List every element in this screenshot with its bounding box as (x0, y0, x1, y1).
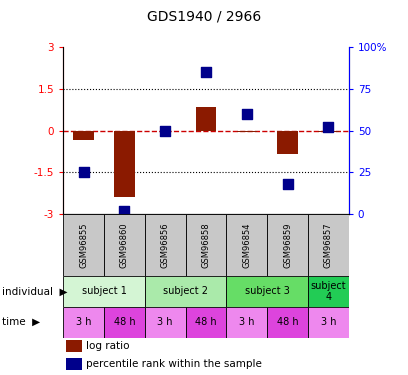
Bar (145, 276, 226, 307)
Bar (277, 130, 298, 154)
Point (284, 181, 291, 187)
Text: GSM96858: GSM96858 (202, 222, 211, 268)
Bar (308, 307, 349, 338)
Bar (308, 214, 349, 276)
Text: 48 h: 48 h (113, 317, 135, 327)
Bar (318, 130, 339, 132)
Text: individual  ▶: individual ▶ (2, 286, 68, 296)
Point (325, 124, 332, 130)
Text: 3 h: 3 h (76, 317, 91, 327)
Text: subject 2: subject 2 (163, 286, 208, 296)
Bar (73, 130, 94, 140)
Point (162, 128, 169, 134)
Text: 48 h: 48 h (277, 317, 299, 327)
Point (244, 111, 250, 117)
Bar (104, 307, 145, 338)
Bar (186, 214, 226, 276)
Point (121, 208, 128, 214)
Bar (114, 130, 135, 197)
Bar (186, 307, 226, 338)
Bar (66, 340, 82, 352)
Bar (63, 214, 104, 276)
Bar (226, 276, 308, 307)
Bar (66, 358, 82, 370)
Point (203, 69, 209, 75)
Bar (145, 214, 186, 276)
Bar (196, 107, 216, 130)
Text: GDS1940 / 2966: GDS1940 / 2966 (147, 9, 261, 23)
Text: subject 3: subject 3 (245, 286, 290, 296)
Text: log ratio: log ratio (86, 341, 130, 351)
Text: GSM96860: GSM96860 (120, 222, 129, 268)
Bar (308, 276, 349, 307)
Text: GSM96857: GSM96857 (324, 222, 333, 268)
Bar (63, 307, 104, 338)
Bar (267, 214, 308, 276)
Bar (226, 214, 267, 276)
Text: 48 h: 48 h (195, 317, 217, 327)
Text: GSM96856: GSM96856 (161, 222, 170, 268)
Point (80, 170, 87, 176)
Bar (267, 307, 308, 338)
Text: 3 h: 3 h (321, 317, 336, 327)
Text: 3 h: 3 h (239, 317, 255, 327)
Text: GSM96859: GSM96859 (283, 222, 292, 268)
Text: subject
4: subject 4 (310, 280, 346, 302)
Text: time  ▶: time ▶ (2, 317, 40, 327)
Text: 3 h: 3 h (157, 317, 173, 327)
Text: GSM96854: GSM96854 (242, 222, 251, 268)
Bar (226, 307, 267, 338)
Text: subject 1: subject 1 (82, 286, 126, 296)
Bar (237, 130, 257, 132)
Bar (63, 276, 145, 307)
Bar (104, 214, 145, 276)
Text: percentile rank within the sample: percentile rank within the sample (86, 359, 262, 369)
Bar (145, 307, 186, 338)
Text: GSM96855: GSM96855 (79, 222, 88, 268)
